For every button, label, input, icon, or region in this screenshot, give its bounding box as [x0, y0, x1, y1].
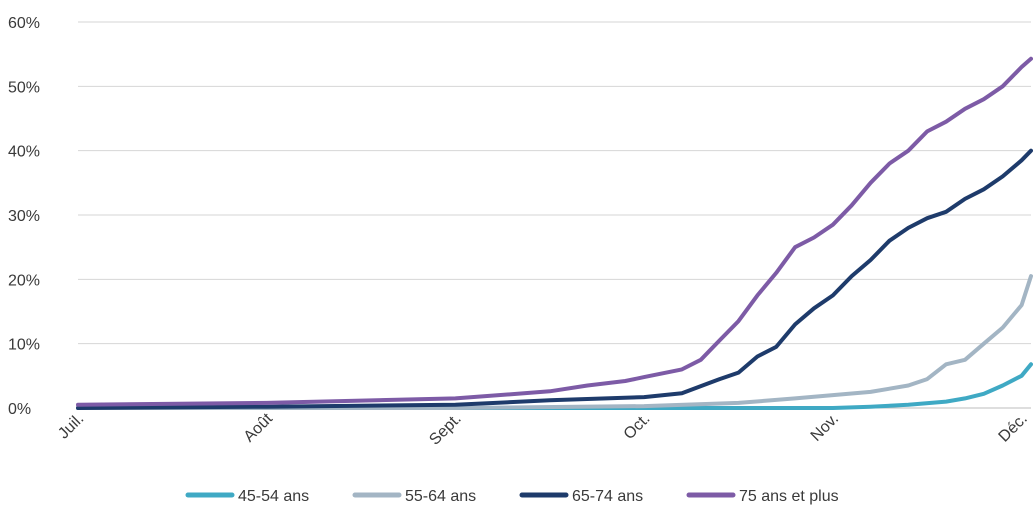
- legend-item: 45-54 ans: [185, 488, 309, 505]
- legend-label: 45-54 ans: [238, 488, 309, 505]
- legend-label: 65-74 ans: [572, 488, 643, 505]
- x-tick-label: Août: [241, 410, 277, 446]
- x-tick-label: Oct.: [621, 410, 654, 443]
- y-tick-label: 40%: [8, 144, 40, 161]
- x-tick-label: Sept.: [426, 410, 464, 448]
- y-tick-label: 60%: [8, 15, 40, 32]
- y-tick-label: 30%: [8, 208, 40, 225]
- legend-item: 65-74 ans: [519, 488, 643, 505]
- legend-label: 55-64 ans: [405, 488, 476, 505]
- gridlines: [78, 21, 1031, 409]
- x-axis-ticks: Juil. Août Sept. Oct. Nov. Déc.: [55, 410, 1031, 449]
- legend: 45-54 ans 55-64 ans 65-74 ans 75 ans et plu…: [185, 488, 839, 505]
- y-tick-label: 50%: [8, 79, 40, 96]
- series-line: [76, 274, 1033, 410]
- y-tick-label: 10%: [8, 337, 40, 354]
- x-tick-label: Nov.: [808, 410, 842, 444]
- x-tick-label: Déc.: [996, 410, 1031, 445]
- series-line: [76, 148, 1033, 410]
- x-tick-label: Juil.: [55, 410, 87, 442]
- series-lines: [76, 56, 1033, 410]
- legend-label: 75 ans et plus: [739, 488, 839, 505]
- legend-item: 55-64 ans: [352, 488, 476, 505]
- series-line: [76, 56, 1033, 407]
- y-tick-label: 20%: [8, 272, 40, 289]
- y-axis-ticks: 0% 10% 20% 30% 40% 50% 60%: [8, 15, 40, 418]
- y-tick-label: 0%: [8, 401, 31, 418]
- legend-item: 75 ans et plus: [686, 488, 839, 505]
